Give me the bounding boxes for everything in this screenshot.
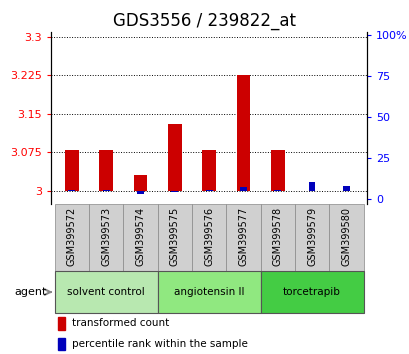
Bar: [157, 204, 191, 271]
Bar: [65, 150, 79, 191]
Bar: [99, 150, 113, 191]
Text: GSM399579: GSM399579: [306, 207, 316, 266]
Bar: [57, 338, 65, 350]
Text: GSM399574: GSM399574: [135, 207, 145, 266]
Bar: [270, 150, 284, 191]
Bar: [294, 204, 328, 271]
Text: transformed count: transformed count: [72, 319, 169, 329]
Bar: [57, 318, 65, 330]
Text: GSM399580: GSM399580: [341, 207, 351, 266]
Bar: [260, 204, 294, 271]
Text: GDS3556 / 239822_at: GDS3556 / 239822_at: [113, 12, 296, 30]
Bar: [202, 150, 216, 191]
Bar: [123, 204, 157, 271]
Bar: [171, 191, 178, 192]
Bar: [168, 124, 181, 191]
Text: GSM399576: GSM399576: [204, 207, 213, 266]
Bar: [137, 191, 144, 194]
Text: GSM399578: GSM399578: [272, 207, 282, 266]
Bar: [157, 271, 260, 313]
Bar: [236, 75, 249, 191]
Bar: [89, 204, 123, 271]
Bar: [226, 204, 260, 271]
Bar: [328, 204, 363, 271]
Text: GSM399572: GSM399572: [67, 207, 76, 266]
Text: angiotensin II: angiotensin II: [173, 287, 244, 297]
Bar: [54, 271, 157, 313]
Text: solvent control: solvent control: [67, 287, 145, 297]
Bar: [342, 185, 349, 191]
Bar: [191, 204, 226, 271]
Text: GSM399575: GSM399575: [169, 207, 179, 266]
Text: torcetrapib: torcetrapib: [283, 287, 340, 297]
Bar: [239, 187, 246, 191]
Bar: [54, 204, 89, 271]
Text: agent: agent: [15, 287, 47, 297]
Text: percentile rank within the sample: percentile rank within the sample: [72, 339, 247, 349]
Bar: [308, 182, 315, 191]
Text: GSM399573: GSM399573: [101, 207, 111, 266]
Text: GSM399577: GSM399577: [238, 207, 248, 266]
Bar: [260, 271, 363, 313]
Bar: [133, 175, 147, 191]
